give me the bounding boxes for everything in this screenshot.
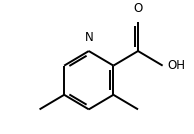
Text: OH: OH (167, 59, 185, 72)
Text: N: N (84, 31, 93, 44)
Text: O: O (133, 2, 143, 15)
